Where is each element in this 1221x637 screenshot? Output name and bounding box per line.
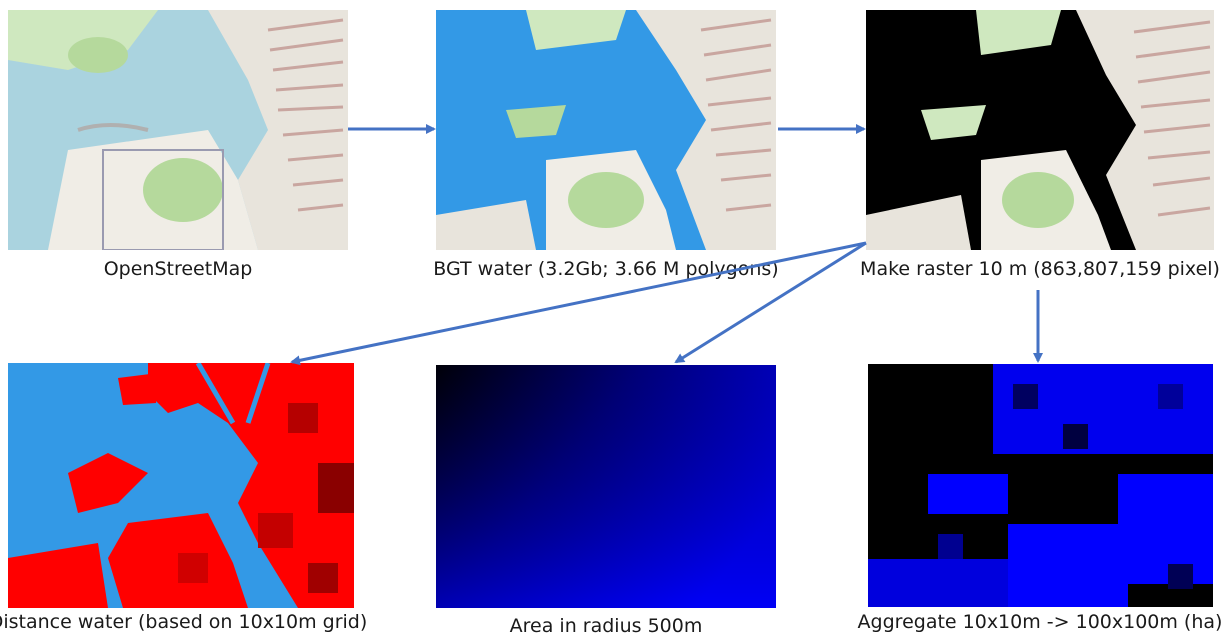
area-radius-panel <box>436 365 776 608</box>
bgt-caption: BGT water (3.2Gb; 3.66 M polygons) <box>433 258 779 280</box>
osm-caption: OpenStreetMap <box>103 258 253 280</box>
aggregate-panel <box>868 364 1213 607</box>
distance-water-panel <box>8 363 354 608</box>
raster-caption: Make raster 10 m (863,807,159 pixel) <box>860 258 1220 280</box>
osm-map-panel <box>8 10 348 250</box>
aggregate-caption: Aggregate 10x10m -> 100x100m (ha) <box>857 611 1221 633</box>
bgt-water-panel <box>436 10 776 250</box>
distance-caption: Distance water (based on 10x10m grid) <box>0 611 368 633</box>
raster-panel <box>866 10 1214 250</box>
area-caption: Area in radius 500m <box>509 615 703 637</box>
